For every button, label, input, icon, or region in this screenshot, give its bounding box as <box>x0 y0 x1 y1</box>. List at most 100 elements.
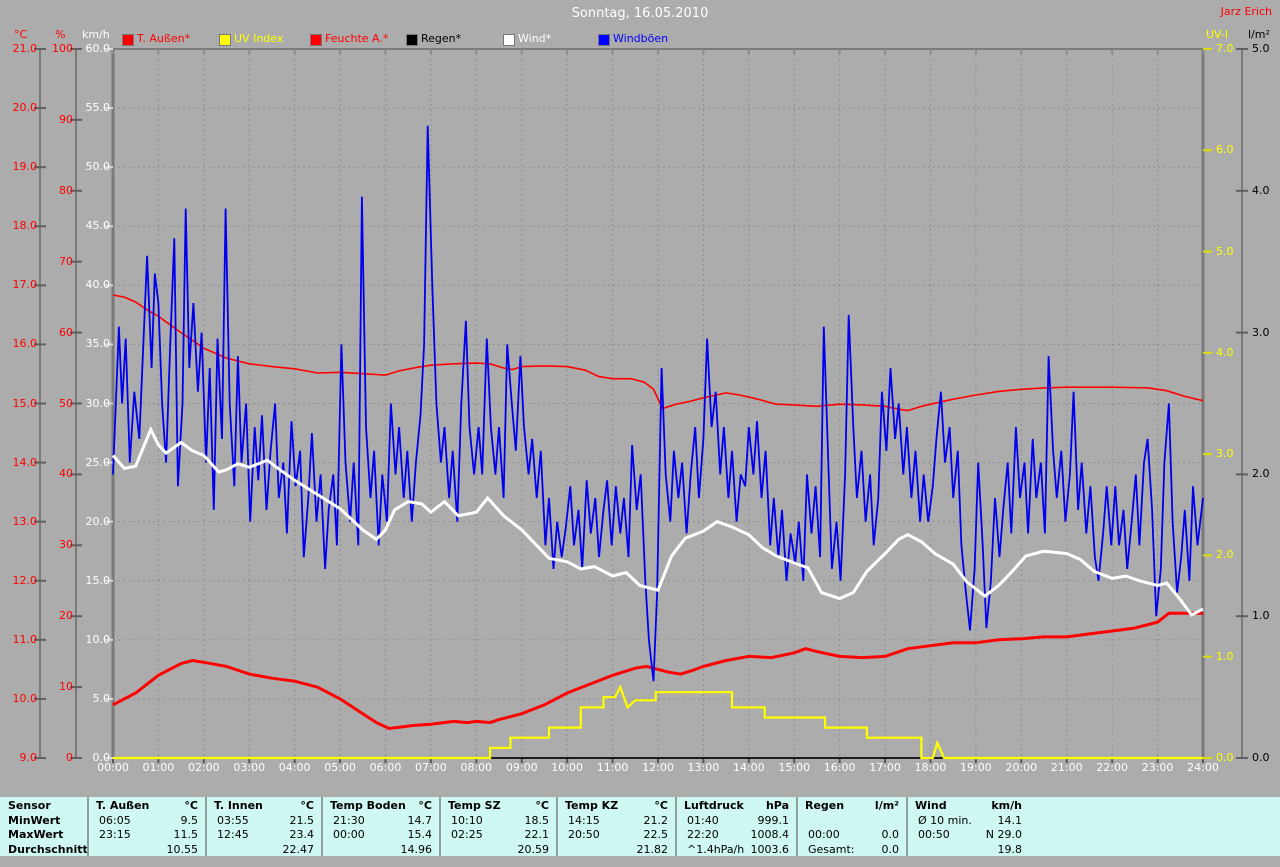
author-label: Jarz Erich <box>1220 5 1272 18</box>
chart-plot-area <box>34 48 1248 763</box>
table-cell-value: 22.1 <box>524 828 550 841</box>
table-row-label: MinWert <box>8 813 61 827</box>
tick-label-pct: 10 <box>59 680 73 694</box>
axis-title-rain: l/m² <box>1248 28 1270 41</box>
table-sensor-unit: hPa <box>765 799 789 812</box>
tick-label-rain: 4.0 <box>1252 183 1270 197</box>
tick-label-kmh: 50.0 <box>85 160 111 174</box>
table-cell-time: 22:20 <box>687 828 719 841</box>
table-cell-time: 23:15 <box>99 828 131 841</box>
tick-label-temp: 19.0 <box>12 160 38 174</box>
legend-label: Windböen <box>613 32 669 45</box>
table-sensor-name: Temp Boden <box>330 799 406 812</box>
tick-label-uv: 3.0 <box>1216 447 1234 461</box>
x-tick-label: 11:00 <box>596 761 629 774</box>
x-tick-label: 01:00 <box>142 761 175 774</box>
tick-label-uv: 5.0 <box>1216 244 1234 258</box>
table-cell-value: 20.59 <box>517 842 550 856</box>
table-cell-value: 21.82 <box>636 842 669 856</box>
x-tick-label: 14:00 <box>732 761 765 774</box>
x-tick-label: 21:00 <box>1050 761 1083 774</box>
tick-label-kmh: 30.0 <box>85 396 111 410</box>
tick-label-rain: 2.0 <box>1252 467 1270 481</box>
tick-label-uv: 7.0 <box>1216 42 1234 55</box>
table-row-label: Durchschnitt <box>8 842 88 856</box>
legend-swatch-icon <box>598 34 610 46</box>
tick-label-kmh: 5.0 <box>92 691 111 705</box>
tick-label-pct: 30 <box>59 538 73 552</box>
tick-label-pct: 50 <box>59 396 73 410</box>
tick-label-temp: 15.0 <box>12 396 38 410</box>
x-tick-label: 05:00 <box>324 761 356 774</box>
x-tick-label: 07:00 <box>415 761 447 774</box>
table-cell-value: 1003.6 <box>750 842 790 856</box>
legend-label: Regen* <box>421 32 462 45</box>
legend-swatch-icon <box>122 34 134 46</box>
table-sensor-unit: °C <box>654 799 668 812</box>
legend-swatch-icon <box>219 34 231 46</box>
table-cell-time: 03:55 <box>217 813 249 827</box>
tick-label-pct: 70 <box>59 254 73 268</box>
table-sensor-unit: °C <box>535 799 549 812</box>
table-sensor-unit: °C <box>184 799 198 812</box>
table-cell-time: ^1.4hPa/h <box>687 842 745 856</box>
tick-label-pct: 0 <box>66 751 73 764</box>
tick-label-temp: 18.0 <box>12 219 38 233</box>
tick-label-kmh: 0.0 <box>92 751 111 764</box>
table-cell-value: 14.7 <box>407 813 433 827</box>
table-cell-time: 14:15 <box>568 813 600 827</box>
tick-label-pct: 100 <box>52 42 73 55</box>
table-cell-time: Gesamt: <box>808 842 855 856</box>
table-column-separator <box>675 797 677 856</box>
table-cell-value: 22.47 <box>282 842 315 856</box>
table-cell-value: 1008.4 <box>750 828 790 841</box>
table-sensor-unit: °C <box>300 799 314 812</box>
legend-label: UV Index <box>234 32 284 45</box>
table-cell-time: 00:00 <box>808 828 840 841</box>
tick-label-temp: 16.0 <box>12 337 38 351</box>
tick-label-uv: 4.0 <box>1216 345 1234 359</box>
table-sensor-unit: l/m² <box>874 799 899 812</box>
legend-label: T. Außen* <box>137 32 191 45</box>
tick-label-temp: 9.0 <box>19 751 38 764</box>
x-tick-label: 09:00 <box>505 761 538 774</box>
table-cell-value: 9.5 <box>180 813 199 827</box>
table-row-label: Sensor <box>8 799 51 812</box>
legend-swatch-icon <box>310 34 322 46</box>
tick-label-kmh: 20.0 <box>85 514 111 528</box>
table-column-separator <box>205 797 207 856</box>
table-cell-time: 02:25 <box>451 828 483 841</box>
tick-label-rain: 5.0 <box>1252 42 1270 55</box>
table-sensor-name: Regen <box>805 799 845 812</box>
table-sensor-name: Wind <box>915 799 947 812</box>
x-tick-label: 00:00 <box>97 761 129 774</box>
table-cell-time: 12:45 <box>217 828 249 841</box>
table-cell-value: 15.4 <box>407 828 433 841</box>
table-cell-value: 18.5 <box>524 813 550 827</box>
tick-label-kmh: 55.0 <box>85 101 111 115</box>
series-feuchte-a- <box>112 294 1204 412</box>
series-wind <box>111 425 1204 617</box>
x-tick-label: 20:00 <box>1005 761 1038 774</box>
table-cell-value: 14.96 <box>400 842 433 856</box>
tick-label-kmh: 10.0 <box>85 632 111 646</box>
x-tick-label: 24:00 <box>1187 761 1219 774</box>
table-row-label: MaxWert <box>8 828 64 841</box>
tick-label-temp: 10.0 <box>12 691 38 705</box>
table-cell-value: 10.55 <box>166 842 199 856</box>
table-column-separator <box>439 797 441 856</box>
axis-title-temp: °C <box>14 28 28 41</box>
table-cell-time: 01:40 <box>687 813 719 827</box>
tick-label-kmh: 60.0 <box>85 42 111 55</box>
table-column-separator <box>796 797 798 856</box>
table-column-separator <box>906 797 908 856</box>
tick-label-pct: 20 <box>59 609 73 623</box>
axis-title-uv: UV-I <box>1206 28 1229 41</box>
table-cell-time: 00:00 <box>333 828 365 841</box>
table-cell-time: 00:50 <box>918 828 950 841</box>
x-tick-label: 03:00 <box>233 761 266 774</box>
x-tick-label: 06:00 <box>369 761 402 774</box>
axis-title-kmh: km/h <box>82 28 110 41</box>
tick-label-pct: 90 <box>59 112 73 126</box>
